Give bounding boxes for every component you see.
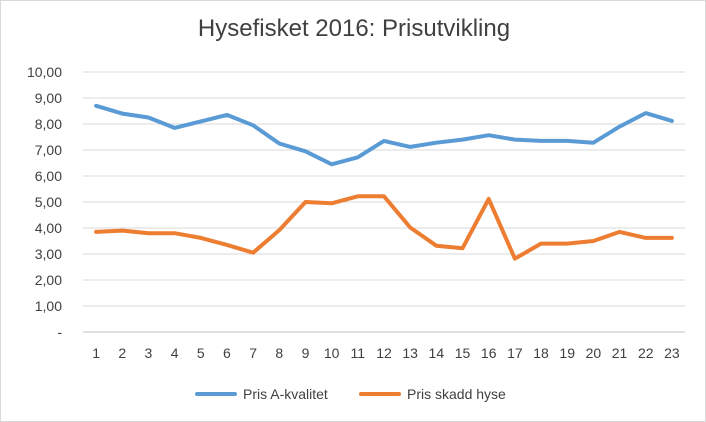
- y-tick-label: 5,00: [35, 194, 62, 210]
- x-tick-label: 9: [302, 345, 310, 361]
- y-tick-label: 2,00: [35, 272, 62, 288]
- x-tick-label: 15: [455, 345, 471, 361]
- y-tick-label: 10,00: [27, 64, 62, 80]
- x-tick-label: 2: [118, 345, 126, 361]
- x-tick-label: 18: [533, 345, 549, 361]
- x-tick-label: 13: [402, 345, 418, 361]
- x-tick-label: 11: [351, 345, 366, 361]
- y-tick-label: 9,00: [35, 90, 62, 106]
- y-tick-label: 8,00: [35, 116, 62, 132]
- x-tick-label: 4: [171, 345, 179, 361]
- y-tick-label: 6,00: [35, 168, 62, 184]
- y-tick-label: 7,00: [35, 142, 62, 158]
- x-tick-label: 6: [223, 345, 231, 361]
- x-tick-label: 14: [429, 345, 445, 361]
- x-tick-label: 16: [481, 345, 497, 361]
- x-tick-label: 23: [664, 345, 680, 361]
- series-line-1: [94, 103, 674, 167]
- x-tick-label: 5: [197, 345, 205, 361]
- y-tick-label: 1,00: [35, 298, 62, 314]
- y-tick-label: -: [57, 324, 62, 340]
- x-tick-label: 7: [249, 345, 257, 361]
- x-tick-label: 10: [324, 345, 340, 361]
- x-tick-label: 8: [275, 345, 283, 361]
- x-tick-label: 19: [559, 345, 575, 361]
- x-tick-label: 20: [586, 345, 602, 361]
- x-tick-label: 1: [92, 345, 100, 361]
- x-tick-label: 12: [376, 345, 392, 361]
- x-tick-label: 21: [612, 345, 628, 361]
- y-tick-label: 4,00: [35, 220, 62, 236]
- chart-title: Hysefisket 2016: Prisutvikling: [197, 15, 511, 42]
- x-tick-label: 3: [145, 345, 153, 361]
- y-tick-label: 3,00: [35, 246, 62, 262]
- legend-label-1: Pris A-kvalitet: [243, 386, 328, 402]
- x-tick-label: 22: [638, 345, 654, 361]
- x-tick-label: 17: [507, 345, 523, 361]
- legend-label-2: Pris skadd hyse: [407, 386, 506, 402]
